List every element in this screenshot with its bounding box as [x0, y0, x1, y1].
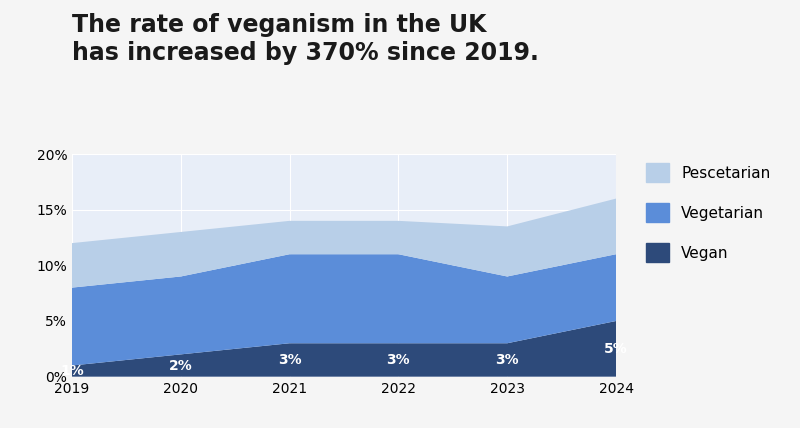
Text: The rate of veganism in the UK
has increased by 370% since 2019.: The rate of veganism in the UK has incre… — [72, 13, 539, 65]
Legend: Pescetarian, Vegetarian, Vegan: Pescetarian, Vegetarian, Vegan — [640, 157, 777, 268]
Text: 5%: 5% — [604, 342, 628, 356]
Text: 2%: 2% — [169, 359, 193, 372]
Text: 3%: 3% — [495, 353, 519, 367]
Text: 3%: 3% — [386, 353, 410, 367]
Text: 1%: 1% — [60, 364, 84, 378]
Text: 3%: 3% — [278, 353, 302, 367]
